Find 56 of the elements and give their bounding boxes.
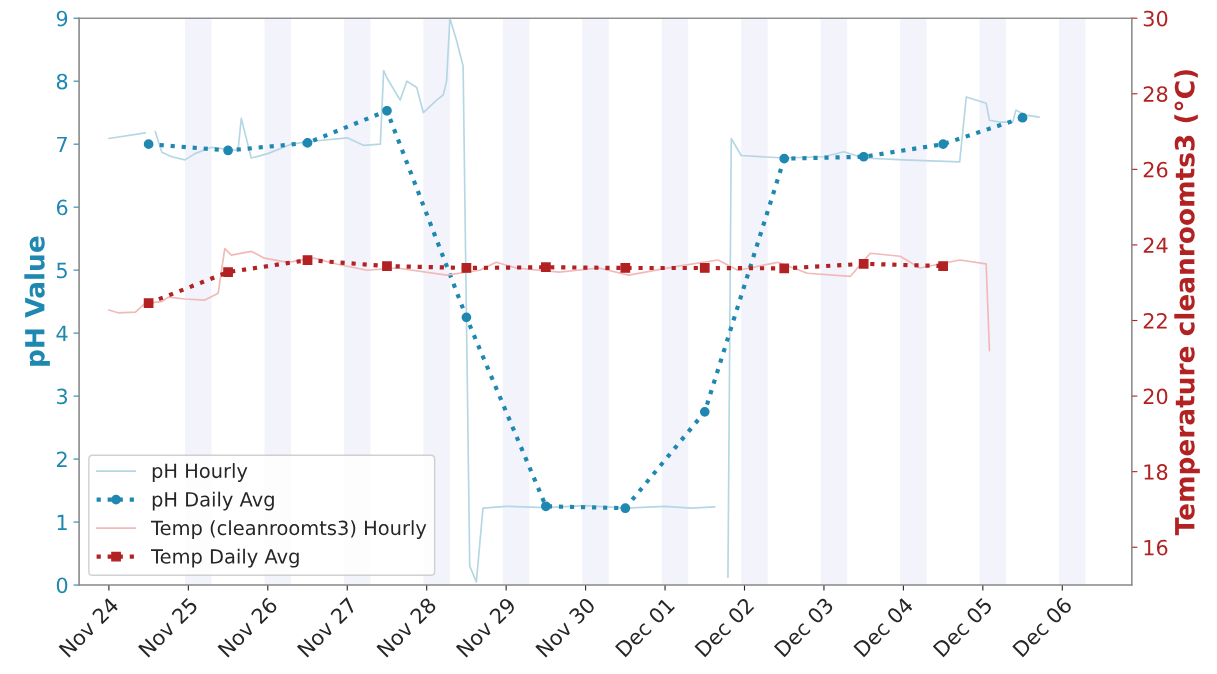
y-tick-label: 3 [57,388,68,405]
y-tick-label: 2 [56,451,67,467]
point [779,153,790,164]
y2-tick-label: 18 [1144,464,1168,480]
point [302,255,313,265]
x-tick-label: Dec 02 [694,597,755,658]
point [541,262,551,273]
point [382,261,392,271]
point [382,105,392,116]
y-tick-label: 1 [57,514,67,530]
legend-label: pH Hourly [152,463,248,482]
point [461,263,472,273]
point [620,503,631,514]
legend-label: Temp Daily Avg [150,548,299,568]
y-tick-label: 6 [56,199,68,216]
point [1017,112,1028,123]
point [699,263,710,273]
y-axis-title: pH Value [24,236,50,366]
point [938,261,948,271]
legend-label: Temp (cleanroomts3) Hourly [150,520,427,539]
point [143,298,154,308]
y2-tick-label: 30 [1143,10,1168,27]
y-tick-label: 8 [56,73,68,90]
x-tick-label: Nov 24 [58,596,120,658]
x-tick-label: Dec 06 [1012,596,1073,658]
point [461,312,472,323]
x-tick-label: Dec 03 [773,596,835,658]
point [223,145,233,156]
y2-tick-label: 28 [1143,86,1168,102]
point [858,151,869,162]
point [302,138,313,148]
y2-axis-title: Temperature cleanroomts3 (°C) [1174,70,1200,536]
y-tick-label: 5 [57,262,67,279]
y2-tick-label: 16 [1144,539,1168,556]
point [779,263,790,274]
y-tick-label: 7 [57,136,67,153]
point [858,258,869,269]
x-tick-label: Dec 04 [853,596,914,658]
point [223,267,233,278]
point [699,406,710,417]
x-tick-label: Nov 30 [535,596,597,658]
x-tick-label: Nov 26 [217,596,279,658]
y2-tick-label: 24 [1143,237,1168,253]
y-tick-label: 4 [56,325,68,342]
y-tick-label: 9 [56,10,68,27]
y2-tick-label: 26 [1143,161,1168,178]
point [620,263,631,273]
point [938,139,948,150]
point [143,139,154,150]
x-tick-label: Dec 01 [614,597,676,658]
point [541,501,551,512]
y-tick-label: 0 [56,577,68,594]
y2-tick-label: 20 [1143,388,1168,405]
y2-tick-label: 22 [1143,312,1167,329]
legend-label: pH Daily Avg [152,491,274,511]
x-tick-label: Dec 05 [932,597,993,658]
